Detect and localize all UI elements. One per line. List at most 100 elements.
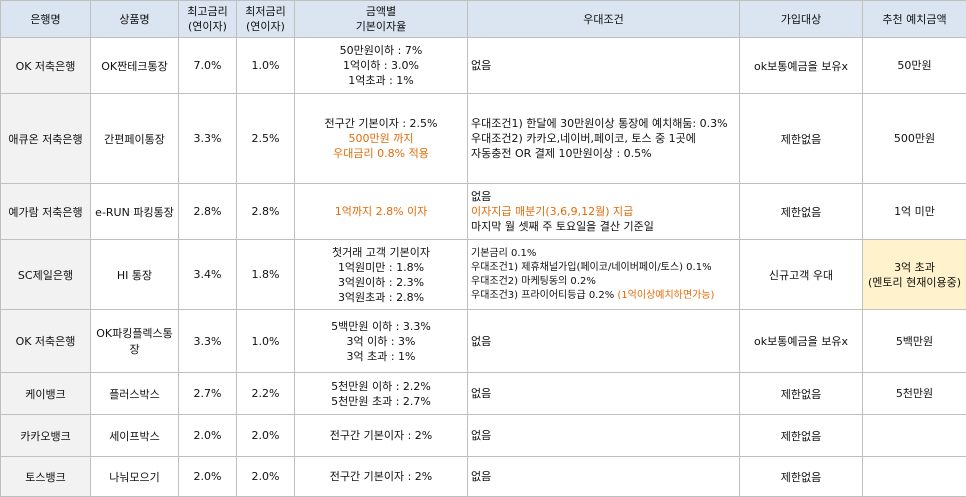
cell-line: 없음 (471, 58, 736, 73)
recommended-cell: 5천만원 (863, 373, 966, 415)
eligibility-cell: 제한없음 (740, 184, 863, 240)
eligibility-cell: ok보통예금을 보유x (740, 38, 863, 94)
eligibility-cell: 제한없음 (740, 415, 863, 457)
header-recommended: 추천 예치금액 (863, 1, 966, 38)
cell-line: 500만원 까지 (298, 131, 464, 146)
cell-line: 3억 이하 : 3% (298, 334, 464, 349)
eligibility-cell: ok보통예금을 보유x (740, 310, 863, 373)
conditions-cell: 없음 (468, 38, 740, 94)
cell-line: 1억까지 2.8% 이자 (298, 204, 464, 219)
conditions-cell: 없음 (468, 457, 740, 497)
product-name-cell: e-RUN 파킹통장 (91, 184, 179, 240)
max-rate-cell: 2.0% (179, 415, 237, 457)
cell-line: 1억원미만 : 1.8% (298, 260, 464, 275)
product-name-cell: 간편페이통장 (91, 94, 179, 184)
bank-name-cell: 토스뱅크 (1, 457, 91, 497)
conditions-cell: 없음 (468, 310, 740, 373)
rate-tiers-cell: 전구간 기본이자 : 2% (295, 415, 468, 457)
cell-line: 우대금리 0.8% 적용 (298, 146, 464, 161)
header-bank: 은행명 (1, 1, 91, 38)
max-rate-cell: 3.3% (179, 310, 237, 373)
header-text: 금액별 (298, 4, 464, 19)
cell-line: 첫거래 고객 기본이자 (298, 245, 464, 260)
cell-line: 5천만원 초과 : 2.7% (298, 394, 464, 409)
product-name-cell: 세이프박스 (91, 415, 179, 457)
bank-name-cell: 애큐온 저축은행 (1, 94, 91, 184)
product-name-cell: HI 통장 (91, 240, 179, 310)
header-text: 은행명 (4, 12, 87, 27)
cell-line: 50만원이하 : 7% (298, 43, 464, 58)
cell-line: 없음 (471, 386, 736, 401)
header-product: 상품명 (91, 1, 179, 38)
min-rate-cell: 1.8% (237, 240, 295, 310)
cell-line: 5천만원 이하 : 2.2% (298, 379, 464, 394)
header-min-rate: 최저금리(연이자) (237, 1, 295, 38)
rate-tiers-cell: 50만원이하 : 7%1억이하 : 3.0%1억초과 : 1% (295, 38, 468, 94)
cell-line: 없음 (471, 428, 736, 443)
recommended-cell: 3억 초과(멘토리 현재이용중) (863, 240, 966, 310)
bank-name-cell: 예가람 저축은행 (1, 184, 91, 240)
header-eligibility: 가입대상 (740, 1, 863, 38)
conditions-cell: 기본금리 0.1%우대조건1) 제휴채널가입(페이코/네이버페이/토스) 0.1… (468, 240, 740, 310)
header-text: 최고금리 (182, 4, 233, 19)
cell-line: 5백만원 이하 : 3.3% (298, 319, 464, 334)
min-rate-cell: 2.2% (237, 373, 295, 415)
header-text: 추천 예치금액 (866, 12, 963, 27)
eligibility-cell: 제한없음 (740, 94, 863, 184)
eligibility-cell: 제한없음 (740, 373, 863, 415)
cell-line: 기본금리 0.1% (471, 247, 736, 261)
cell-line: 없음 (471, 334, 736, 349)
rate-tiers-cell: 5백만원 이하 : 3.3%3억 이하 : 3%3억 초과 : 1% (295, 310, 468, 373)
conditions-cell: 없음 (468, 373, 740, 415)
cell-line: 3억원이하 : 2.3% (298, 275, 464, 290)
bank-name-cell: 케이뱅크 (1, 373, 91, 415)
cell-line: 전구간 기본이자 : 2.5% (298, 116, 464, 131)
cell-line: 자동충전 OR 결제 10만원이상 : 0.5% (471, 146, 736, 161)
conditions-cell: 없음 (468, 415, 740, 457)
rate-tiers-cell: 전구간 기본이자 : 2% (295, 457, 468, 497)
header-conditions: 우대조건 (468, 1, 740, 38)
product-name-cell: OK파킹플렉스통장 (91, 310, 179, 373)
recommended-text: 50만원 (866, 58, 963, 73)
cell-line: 3억원초과 : 2.8% (298, 290, 464, 305)
max-rate-cell: 3.4% (179, 240, 237, 310)
min-rate-cell: 2.0% (237, 457, 295, 497)
cell-line: 우대조건1) 한달에 30만원이상 통장에 예치해둠: 0.3% (471, 116, 736, 131)
recommended-cell: 5백만원 (863, 310, 966, 373)
eligibility-cell: 신규고객 우대 (740, 240, 863, 310)
recommended-cell: 1억 미만 (863, 184, 966, 240)
header-text: 가입대상 (743, 12, 859, 27)
header-text: (연이자) (182, 19, 233, 34)
recommended-cell: 500만원 (863, 94, 966, 184)
product-name-cell: 플러스박스 (91, 373, 179, 415)
min-rate-cell: 2.5% (237, 94, 295, 184)
recommended-text: 5천만원 (866, 386, 963, 401)
max-rate-cell: 7.0% (179, 38, 237, 94)
product-name-cell: OK짠테크통장 (91, 38, 179, 94)
cell-line: 전구간 기본이자 : 2% (298, 428, 464, 443)
cell-line: 없음 (471, 469, 736, 484)
eligibility-cell: 제한없음 (740, 457, 863, 497)
recommended-text: (멘토리 현재이용중) (866, 275, 963, 290)
recommended-text: 5백만원 (866, 334, 963, 349)
cell-line: 전구간 기본이자 : 2% (298, 469, 464, 484)
header-max-rate: 최고금리(연이자) (179, 1, 237, 38)
max-rate-cell: 2.8% (179, 184, 237, 240)
min-rate-cell: 2.0% (237, 415, 295, 457)
recommended-text: 500만원 (866, 131, 963, 146)
max-rate-cell: 2.7% (179, 373, 237, 415)
recommended-text: 3억 초과 (866, 260, 963, 275)
